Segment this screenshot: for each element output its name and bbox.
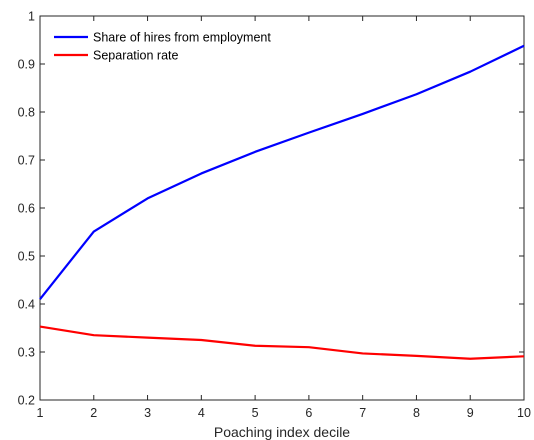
legend: Share of hires from employment Separatio…	[45, 22, 309, 69]
x-tick-label: 1	[37, 406, 44, 420]
x-tick-label: 3	[144, 406, 151, 420]
legend-label-share-of-hires: Share of hires from employment	[93, 31, 271, 45]
y-tick-label: 0.3	[18, 346, 35, 360]
x-tick-label: 4	[198, 406, 205, 420]
y-tick-label: 0.2	[18, 394, 35, 408]
x-axis-ticks: 1 2 3 4 5 6 7 8 9 10	[37, 16, 531, 420]
x-axis-label: Poaching index decile	[214, 424, 350, 440]
x-tick-label: 2	[90, 406, 97, 420]
series-line-share-of-hires	[39, 44, 525, 300]
y-tick-label: 0.8	[18, 106, 35, 120]
y-tick-label: 0.5	[18, 250, 35, 264]
y-tick-label: 0.7	[18, 154, 35, 168]
x-tick-label: 10	[517, 406, 531, 420]
series-lines	[39, 44, 525, 360]
x-tick-label: 7	[359, 406, 366, 420]
y-axis-ticks: 0.2 0.3 0.4 0.5 0.6 0.7 0.8 0.9 1	[18, 10, 524, 408]
y-tick-label: 0.6	[18, 202, 35, 216]
y-tick-label: 1	[28, 10, 35, 24]
x-tick-label: 9	[467, 406, 474, 420]
y-tick-label: 0.4	[18, 298, 35, 312]
x-tick-label: 6	[305, 406, 312, 420]
x-tick-label: 5	[252, 406, 259, 420]
legend-box	[45, 22, 309, 69]
x-tick-label: 8	[413, 406, 420, 420]
plot-area	[39, 15, 525, 401]
y-tick-label: 0.9	[18, 58, 35, 72]
legend-label-separation-rate: Separation rate	[93, 49, 179, 63]
series-line-separation-rate	[39, 325, 525, 360]
